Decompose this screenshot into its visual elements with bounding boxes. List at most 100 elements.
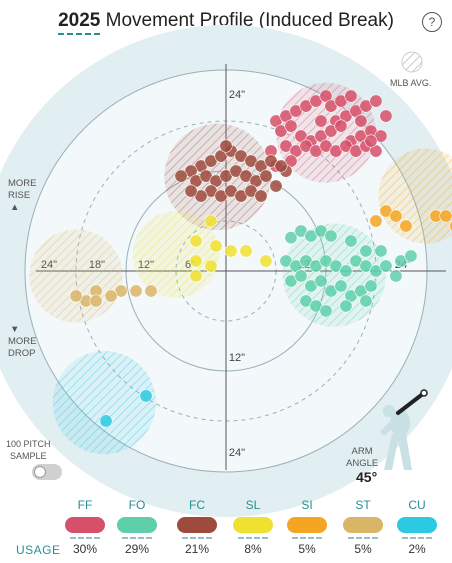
legend-divider bbox=[348, 537, 378, 539]
point-sl bbox=[189, 269, 203, 283]
point-fc bbox=[269, 179, 283, 193]
legend-usage: 29% bbox=[124, 542, 150, 556]
sample-label: 100 PITCH SAMPLE bbox=[6, 439, 51, 461]
legend-divider bbox=[238, 537, 268, 539]
point-fo bbox=[404, 249, 418, 263]
legend-swatch[interactable] bbox=[117, 517, 157, 533]
legend-swatch[interactable] bbox=[65, 517, 105, 533]
point-sl bbox=[204, 259, 218, 273]
tick-bottom-24: 24" bbox=[229, 447, 245, 459]
tick-bottom-12: 12" bbox=[229, 352, 245, 364]
point-ff bbox=[334, 119, 348, 133]
legend-abbr: FF bbox=[77, 498, 93, 512]
legend-divider bbox=[70, 537, 100, 539]
point-ff bbox=[364, 134, 378, 148]
legend-fc[interactable]: FC 21% bbox=[172, 498, 222, 556]
point-sl bbox=[259, 254, 273, 268]
legend-swatch[interactable] bbox=[177, 517, 217, 533]
point-fo bbox=[359, 244, 373, 258]
point-fo bbox=[339, 264, 353, 278]
legend-swatch[interactable] bbox=[343, 517, 383, 533]
point-fc bbox=[259, 169, 273, 183]
point-si bbox=[399, 219, 413, 233]
toggle-knob bbox=[34, 466, 46, 478]
point-fc bbox=[184, 184, 198, 198]
mlb-avg-label: MLB AVG. bbox=[390, 78, 432, 88]
down-arrow-icon: ▼ bbox=[10, 324, 20, 335]
point-ff bbox=[284, 119, 298, 133]
point-fo bbox=[359, 294, 373, 308]
point-cu bbox=[99, 414, 113, 428]
legend-abbr: CU bbox=[408, 498, 426, 512]
mlb-avg-icon bbox=[401, 51, 423, 73]
usage-label: USAGE bbox=[16, 543, 61, 557]
legend-divider bbox=[292, 537, 322, 539]
point-cu bbox=[139, 389, 153, 403]
point-sl bbox=[224, 244, 238, 258]
legend-abbr: FO bbox=[128, 498, 146, 512]
legend-fo[interactable]: FO 29% bbox=[112, 498, 162, 556]
legend-ff[interactable]: FF 30% bbox=[60, 498, 110, 556]
title-year[interactable]: 2025 bbox=[58, 10, 101, 35]
sample-toggle[interactable] bbox=[32, 464, 62, 480]
point-fo bbox=[339, 299, 353, 313]
point-si bbox=[389, 209, 403, 223]
point-fc bbox=[219, 139, 233, 153]
pitcher-silhouette-icon bbox=[380, 405, 412, 470]
point-fc bbox=[274, 159, 288, 173]
legend-usage: 21% bbox=[184, 542, 210, 556]
avg-st bbox=[29, 229, 123, 323]
point-ff bbox=[314, 114, 328, 128]
point-st bbox=[144, 284, 158, 298]
point-fo bbox=[344, 234, 358, 248]
ball-icon bbox=[420, 389, 428, 397]
legend-abbr: SI bbox=[301, 498, 313, 512]
point-ff bbox=[379, 109, 393, 123]
tick-top-24: 24" bbox=[229, 89, 245, 101]
legend-divider bbox=[122, 537, 152, 539]
more-rise-label: MORE RISE ▲ bbox=[8, 178, 37, 213]
avg-cu bbox=[52, 350, 157, 455]
legend-divider bbox=[182, 537, 212, 539]
legend-sl[interactable]: SL 8% bbox=[228, 498, 278, 556]
point-fo bbox=[334, 279, 348, 293]
point-fo bbox=[284, 231, 298, 245]
point-ff bbox=[354, 114, 368, 128]
legend-usage: 5% bbox=[354, 542, 372, 556]
point-fo bbox=[314, 274, 328, 288]
point-st bbox=[69, 289, 83, 303]
point-fo bbox=[374, 244, 388, 258]
legend-swatch[interactable] bbox=[397, 517, 437, 533]
point-fo bbox=[379, 259, 393, 273]
point-fo bbox=[389, 269, 403, 283]
point-fo bbox=[324, 229, 338, 243]
point-st bbox=[89, 294, 103, 308]
point-sl bbox=[189, 254, 203, 268]
point-fo bbox=[319, 304, 333, 318]
legend-usage: 2% bbox=[408, 542, 426, 556]
point-ff bbox=[369, 94, 383, 108]
chart-title: 2025 Movement Profile (Induced Break) bbox=[0, 10, 452, 35]
help-icon[interactable]: ? bbox=[422, 12, 442, 32]
point-fc bbox=[174, 169, 188, 183]
legend-swatch[interactable] bbox=[233, 517, 273, 533]
point-fc bbox=[254, 189, 268, 203]
legend-swatch[interactable] bbox=[287, 517, 327, 533]
legend-abbr: FC bbox=[189, 498, 205, 512]
legend-divider bbox=[402, 537, 432, 539]
point-sl bbox=[189, 234, 203, 248]
point-ff bbox=[344, 89, 358, 103]
legend-usage: 5% bbox=[298, 542, 316, 556]
point-fo bbox=[294, 269, 308, 283]
legend-usage: 8% bbox=[244, 542, 262, 556]
arm-angle-value: 45° bbox=[356, 469, 378, 485]
point-sl bbox=[239, 244, 253, 258]
legend-cu[interactable]: CU 2% bbox=[392, 498, 442, 556]
point-st bbox=[104, 289, 118, 303]
legend-abbr: SL bbox=[245, 498, 261, 512]
legend-st[interactable]: ST 5% bbox=[338, 498, 388, 556]
point-sl bbox=[209, 239, 223, 253]
legend-si[interactable]: SI 5% bbox=[282, 498, 332, 556]
legend-abbr: ST bbox=[355, 498, 371, 512]
